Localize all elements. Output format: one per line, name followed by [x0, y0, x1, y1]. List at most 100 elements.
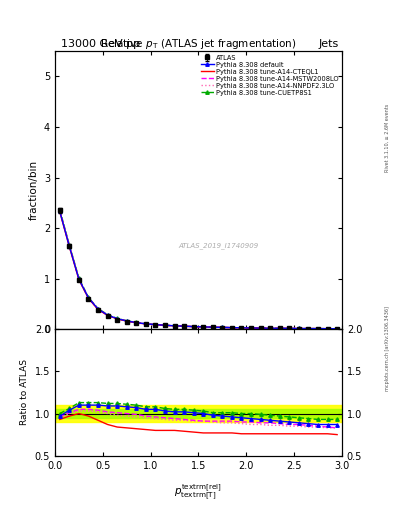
Pythia 8.308 tune-CUETP8S1: [239, 325, 244, 331]
Pythia 8.308 tune-A14-CTEQL1: [191, 324, 196, 330]
Pythia 8.308 tune-CUETP8S1: [191, 324, 196, 330]
Pythia 8.308 default: [172, 323, 177, 329]
Pythia 8.308 tune-A14-NNPDF2.3LO: [125, 318, 129, 324]
Pythia 8.308 tune-A14-NNPDF2.3LO: [143, 321, 148, 327]
Pythia 8.308 tune-A14-CTEQL1: [86, 295, 91, 302]
Pythia 8.308 tune-A14-NNPDF2.3LO: [67, 243, 72, 249]
Pythia 8.308 default: [316, 326, 320, 332]
Pythia 8.308 tune-A14-NNPDF2.3LO: [57, 208, 62, 215]
Pythia 8.308 tune-A14-MSTW2008LO: [191, 324, 196, 330]
Title: Relative $p_{\mathrm{T}}$ (ATLAS jet fragmentation): Relative $p_{\mathrm{T}}$ (ATLAS jet fra…: [100, 37, 297, 51]
Pythia 8.308 default: [57, 208, 62, 215]
Text: ATLAS_2019_I1740909: ATLAS_2019_I1740909: [178, 243, 259, 249]
Pythia 8.308 tune-A14-CTEQL1: [172, 323, 177, 329]
Pythia 8.308 tune-A14-MSTW2008LO: [268, 325, 273, 331]
Text: 13000 GeV pp: 13000 GeV pp: [61, 39, 140, 49]
Pythia 8.308 tune-A14-NNPDF2.3LO: [220, 325, 225, 331]
Pythia 8.308 tune-A14-CTEQL1: [335, 326, 340, 332]
Pythia 8.308 tune-A14-MSTW2008LO: [325, 326, 330, 332]
Pythia 8.308 default: [163, 322, 167, 328]
Pythia 8.308 default: [105, 312, 110, 318]
Pythia 8.308 tune-CUETP8S1: [230, 325, 234, 331]
Pythia 8.308 tune-CUETP8S1: [297, 326, 301, 332]
Pythia 8.308 tune-CUETP8S1: [316, 326, 320, 332]
Pythia 8.308 tune-A14-CTEQL1: [77, 276, 81, 283]
Pythia 8.308 tune-A14-MSTW2008LO: [335, 326, 340, 332]
Pythia 8.308 tune-A14-NNPDF2.3LO: [134, 319, 139, 326]
Pythia 8.308 tune-A14-CTEQL1: [134, 319, 139, 326]
Pythia 8.308 tune-A14-NNPDF2.3LO: [239, 325, 244, 331]
Pythia 8.308 tune-A14-NNPDF2.3LO: [105, 312, 110, 318]
Pythia 8.308 tune-A14-NNPDF2.3LO: [86, 295, 91, 302]
Bar: [55, 405, 342, 422]
Pythia 8.308 tune-A14-CTEQL1: [201, 324, 206, 330]
Pythia 8.308 tune-A14-MSTW2008LO: [57, 208, 62, 214]
Pythia 8.308 tune-A14-MSTW2008LO: [220, 324, 225, 330]
Pythia 8.308 tune-A14-NNPDF2.3LO: [335, 326, 340, 332]
Pythia 8.308 tune-A14-MSTW2008LO: [172, 323, 177, 329]
Pythia 8.308 default: [67, 243, 72, 249]
Pythia 8.308 default: [96, 306, 101, 312]
Pythia 8.308 tune-A14-MSTW2008LO: [163, 322, 167, 328]
Pythia 8.308 tune-A14-NNPDF2.3LO: [182, 323, 187, 329]
Line: Pythia 8.308 tune-CUETP8S1: Pythia 8.308 tune-CUETP8S1: [58, 208, 339, 330]
Pythia 8.308 default: [230, 325, 234, 331]
Pythia 8.308 tune-A14-NNPDF2.3LO: [268, 325, 273, 331]
Pythia 8.308 tune-A14-CTEQL1: [125, 318, 129, 324]
Pythia 8.308 tune-CUETP8S1: [172, 323, 177, 329]
Pythia 8.308 tune-A14-MSTW2008LO: [125, 318, 129, 324]
Pythia 8.308 tune-A14-NNPDF2.3LO: [287, 325, 292, 331]
Pythia 8.308 tune-CUETP8S1: [96, 306, 101, 312]
Pythia 8.308 tune-A14-MSTW2008LO: [230, 325, 234, 331]
Pythia 8.308 tune-A14-MSTW2008LO: [297, 326, 301, 332]
Pythia 8.308 default: [191, 324, 196, 330]
Pythia 8.308 tune-A14-CTEQL1: [143, 321, 148, 327]
Pythia 8.308 tune-A14-CTEQL1: [287, 325, 292, 331]
Pythia 8.308 tune-A14-MSTW2008LO: [96, 306, 101, 312]
Pythia 8.308 tune-CUETP8S1: [57, 207, 62, 213]
Pythia 8.308 default: [325, 326, 330, 332]
Pythia 8.308 default: [153, 322, 158, 328]
Pythia 8.308 tune-A14-CTEQL1: [115, 316, 119, 322]
Pythia 8.308 tune-A14-NNPDF2.3LO: [172, 323, 177, 329]
Pythia 8.308 default: [220, 324, 225, 330]
Pythia 8.308 tune-A14-CTEQL1: [163, 322, 167, 328]
Pythia 8.308 tune-A14-MSTW2008LO: [134, 319, 139, 326]
Pythia 8.308 tune-CUETP8S1: [67, 242, 72, 248]
Pythia 8.308 tune-A14-NNPDF2.3LO: [258, 325, 263, 331]
Pythia 8.308 tune-A14-MSTW2008LO: [105, 312, 110, 318]
Pythia 8.308 tune-A14-MSTW2008LO: [143, 321, 148, 327]
Pythia 8.308 tune-A14-MSTW2008LO: [182, 323, 187, 329]
Text: Rivet 3.1.10, ≥ 2.6M events: Rivet 3.1.10, ≥ 2.6M events: [385, 104, 390, 173]
Pythia 8.308 tune-CUETP8S1: [211, 324, 215, 330]
Pythia 8.308 tune-CUETP8S1: [249, 325, 253, 331]
Pythia 8.308 tune-CUETP8S1: [325, 326, 330, 332]
Pythia 8.308 tune-A14-CTEQL1: [277, 325, 282, 331]
Pythia 8.308 default: [211, 324, 215, 330]
Pythia 8.308 tune-A14-CTEQL1: [239, 325, 244, 331]
Pythia 8.308 tune-A14-NNPDF2.3LO: [316, 326, 320, 332]
Pythia 8.308 tune-A14-CTEQL1: [57, 209, 62, 215]
Pythia 8.308 tune-A14-MSTW2008LO: [277, 325, 282, 331]
Pythia 8.308 default: [125, 318, 129, 324]
Pythia 8.308 tune-CUETP8S1: [220, 324, 225, 330]
Pythia 8.308 default: [143, 321, 148, 327]
Pythia 8.308 tune-CUETP8S1: [335, 326, 340, 332]
Pythia 8.308 tune-CUETP8S1: [277, 325, 282, 331]
Pythia 8.308 tune-A14-CTEQL1: [249, 325, 253, 331]
Pythia 8.308 default: [77, 276, 81, 282]
Pythia 8.308 tune-A14-CTEQL1: [306, 326, 311, 332]
Pythia 8.308 tune-A14-NNPDF2.3LO: [325, 326, 330, 332]
Pythia 8.308 tune-A14-MSTW2008LO: [258, 325, 263, 331]
Pythia 8.308 default: [115, 315, 119, 322]
Pythia 8.308 tune-A14-MSTW2008LO: [67, 243, 72, 249]
Pythia 8.308 tune-CUETP8S1: [306, 326, 311, 332]
Pythia 8.308 default: [287, 325, 292, 331]
Pythia 8.308 tune-A14-NNPDF2.3LO: [115, 316, 119, 322]
Pythia 8.308 tune-A14-CTEQL1: [211, 324, 215, 330]
Pythia 8.308 default: [335, 326, 340, 332]
Pythia 8.308 tune-A14-NNPDF2.3LO: [163, 322, 167, 328]
Pythia 8.308 tune-A14-CTEQL1: [258, 325, 263, 331]
Pythia 8.308 tune-CUETP8S1: [143, 321, 148, 327]
Pythia 8.308 tune-A14-NNPDF2.3LO: [306, 326, 311, 332]
